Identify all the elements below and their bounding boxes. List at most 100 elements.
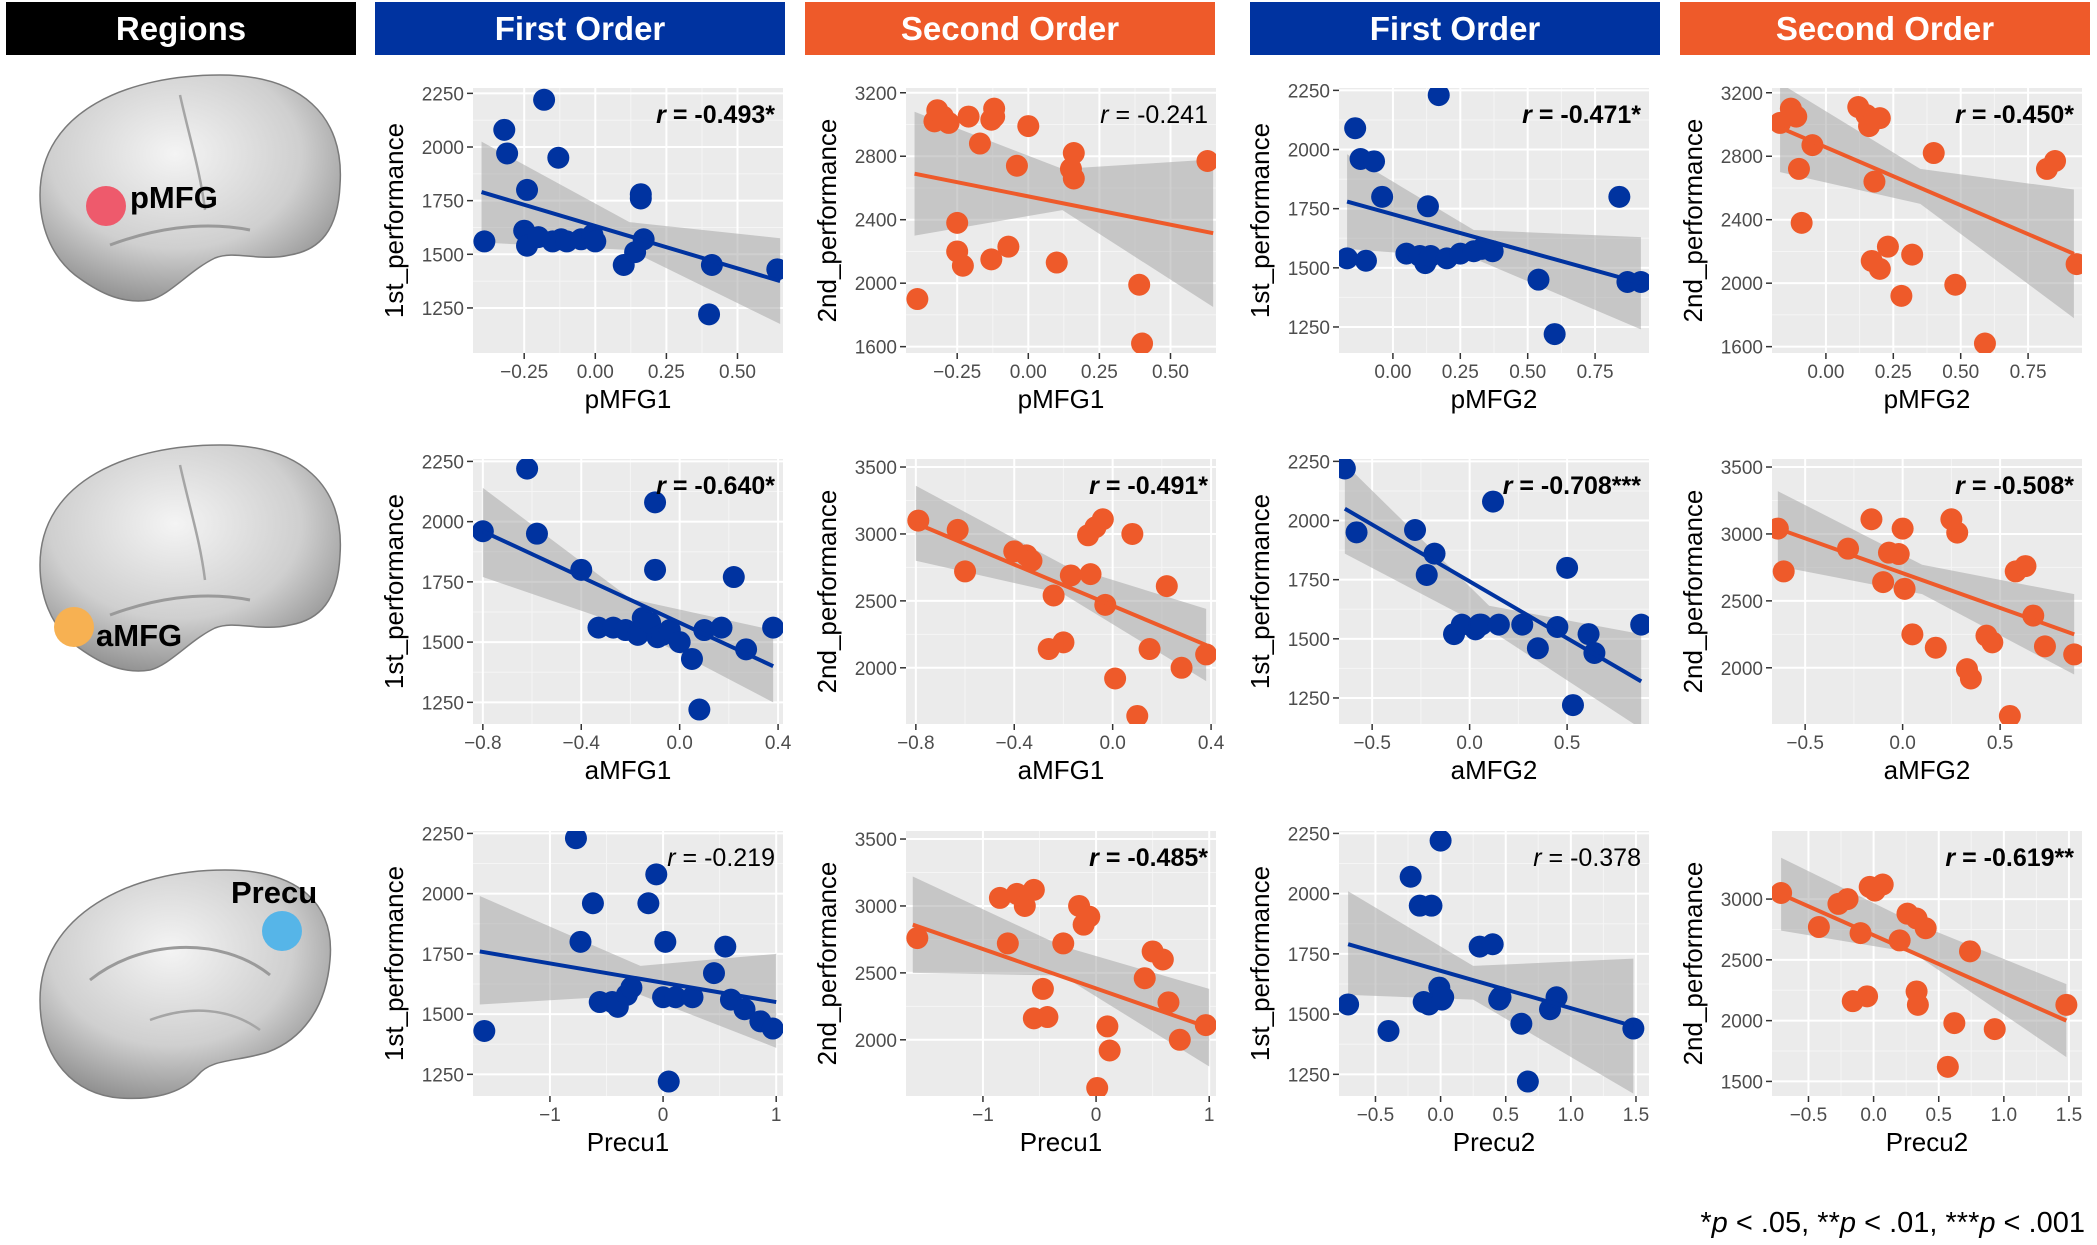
x-tick-label: −0.5	[1353, 733, 1391, 754]
data-point	[1432, 986, 1455, 1009]
data-point	[1096, 1015, 1119, 1038]
data-point	[2055, 993, 2078, 1016]
data-point	[1420, 894, 1443, 917]
r-annotation: r = -0.493*	[656, 101, 775, 129]
regression-line	[912, 922, 1210, 1030]
data-point	[1363, 150, 1386, 173]
data-point	[1052, 631, 1075, 654]
regression-line	[480, 190, 781, 284]
data-point	[1042, 584, 1065, 607]
scatter-panel-9: −1 0 1 1250 1500 1750 2000 2250 r = -0.219 Precu1…	[379, 824, 783, 1157]
footnote: *p < .05, **p < .01, ***p < .001	[1700, 1207, 2085, 1239]
y-tick-label: 3500	[1721, 458, 1763, 479]
data-point	[988, 886, 1011, 909]
y-tick-label: 1750	[1288, 200, 1330, 221]
data-point	[1404, 518, 1427, 541]
data-point	[2063, 643, 2082, 666]
x-tick-label: 1.5	[1623, 1105, 1649, 1126]
y-tick-label: 1500	[422, 245, 464, 266]
data-point	[493, 118, 516, 141]
r-annotation: r = -0.508*	[1955, 472, 2074, 500]
data-point	[1128, 273, 1151, 296]
y-tick-label: 3000	[855, 897, 897, 918]
scatter-panel-10: −1 0 1 2000 2500 3000 3500 r = -0.485* Precu1 2nd…	[812, 830, 1216, 1157]
confidence-band	[481, 141, 781, 325]
y-tick-label: 1250	[1288, 689, 1330, 710]
data-point	[1078, 905, 1101, 928]
x-tick-label: 1.5	[2056, 1105, 2082, 1126]
data-point	[2044, 149, 2067, 172]
r-annotation: r = -0.491*	[1089, 472, 1208, 500]
plot-area	[1339, 831, 1645, 1094]
data-point	[733, 998, 756, 1021]
y-tick-label: 1750	[422, 192, 464, 213]
x-tick-label: 0.25	[1081, 362, 1118, 383]
data-point	[1429, 831, 1452, 852]
data-point	[1510, 1012, 1533, 1035]
data-point	[1958, 940, 1981, 963]
data-point	[525, 522, 548, 545]
y-tick-label: 1500	[422, 633, 464, 654]
x-tick-label: 0.0	[1099, 733, 1125, 754]
data-point	[1377, 1019, 1400, 1042]
data-point	[516, 178, 539, 201]
scatter-panel-8: −0.5 0.0 0.5 2000 2500 3000 3500 r = -0.508* aMF…	[1678, 458, 2082, 785]
data-point	[654, 930, 677, 953]
plot-area	[473, 831, 783, 1093]
y-tick-label: 1500	[1288, 630, 1330, 651]
scatter-panel-2: −0.25 0.00 0.25 0.50 1600 2000 2400 2800 3200 r =…	[812, 84, 1216, 414]
plot-area	[1339, 459, 1649, 724]
y-tick-label: 2500	[855, 964, 897, 985]
y-tick-label: 3500	[855, 458, 897, 479]
data-point	[564, 831, 587, 850]
x-tick-label: −1	[539, 1105, 561, 1126]
r-annotation: r = -0.485*	[1089, 844, 1208, 872]
plot-area	[473, 88, 783, 326]
data-point	[980, 248, 1003, 271]
data-point	[1339, 459, 1356, 480]
y-tick-label: 1750	[422, 945, 464, 966]
r-annotation: r = -0.378	[1533, 844, 1641, 872]
data-point	[1577, 623, 1600, 646]
x-tick-label: 0.5	[1554, 733, 1580, 754]
r-value: = -0.471*	[1532, 101, 1641, 129]
y-axis-title: 1st_performance	[379, 866, 409, 1061]
data-point	[1981, 631, 2004, 654]
data-point	[1790, 211, 1813, 234]
data-point	[997, 235, 1020, 258]
y-tick-label: 1750	[422, 573, 464, 594]
plot-area	[1772, 88, 2082, 353]
data-point	[681, 986, 704, 1009]
x-axis-title: pMFG2	[1451, 384, 1538, 414]
data-point	[1856, 985, 1879, 1008]
x-tick-label: 0.00	[1807, 362, 1844, 383]
y-tick-label: 1500	[1288, 1005, 1330, 1026]
x-tick-label: 0.0	[1860, 1105, 1886, 1126]
footnote-text: < .01, ***	[1856, 1207, 1979, 1239]
confidence-band	[914, 111, 1214, 307]
data-point	[1556, 556, 1579, 579]
data-point	[473, 1019, 496, 1042]
data-point	[1020, 549, 1043, 572]
r-symbol: r	[1522, 101, 1533, 129]
r-symbol: r	[667, 844, 677, 872]
data-point	[581, 892, 604, 915]
data-point	[1017, 115, 1040, 138]
y-tick-label: 2800	[855, 147, 897, 168]
data-point	[1893, 577, 1916, 600]
x-tick-label: −0.8	[897, 733, 935, 754]
pmfg-marker	[86, 186, 126, 226]
x-tick-label: 0.75	[1577, 362, 1614, 383]
regression-line	[479, 949, 777, 1005]
data-point	[1062, 167, 1085, 190]
x-axis-title: aMFG1	[1018, 755, 1105, 785]
data-point	[1922, 142, 1945, 165]
y-tick-label: 2500	[1721, 592, 1763, 613]
data-point	[644, 491, 667, 514]
data-point	[1196, 149, 1216, 172]
data-point	[688, 698, 711, 721]
y-tick-label: 2250	[1288, 824, 1330, 845]
r-value: = -0.508*	[1965, 472, 2074, 500]
footnote-text: < .05, **	[1728, 1207, 1840, 1239]
regression-line	[1347, 942, 1634, 1029]
